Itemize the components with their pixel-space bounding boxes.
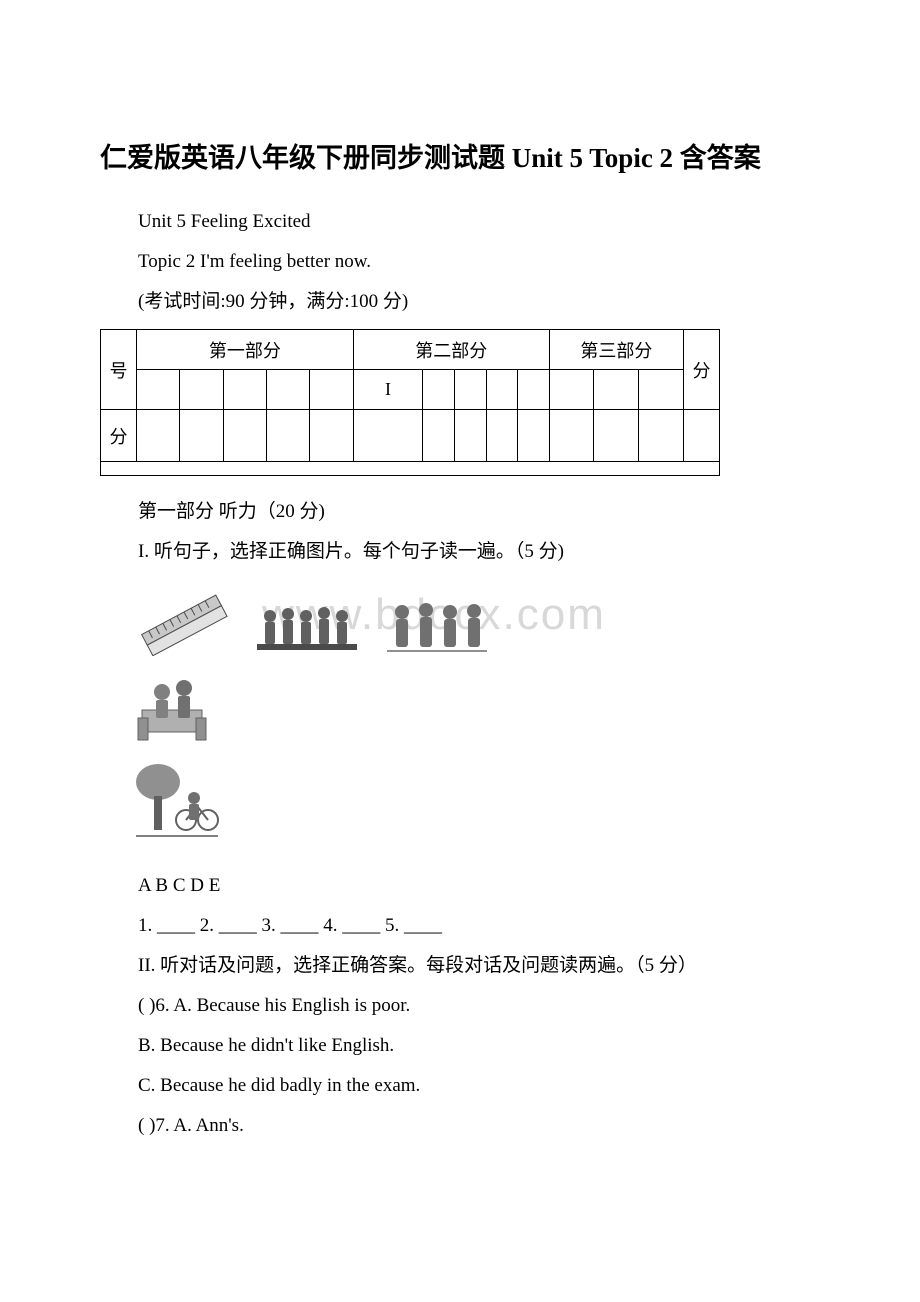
exam-info: (考试时间:90 分钟，满分:100 分) <box>100 282 820 322</box>
score-cell <box>684 410 720 462</box>
sub-cell <box>180 370 223 410</box>
people-group-icon <box>382 596 492 656</box>
sub-cell <box>267 370 310 410</box>
q6-a: ( )6. A. Because his English is poor. <box>100 986 820 1026</box>
sub-cell <box>223 370 266 410</box>
q6-c: C. Because he did badly in the exam. <box>100 1066 820 1106</box>
score-cell <box>353 410 423 462</box>
sub-cell <box>454 370 486 410</box>
col-p3: 第三部分 <box>549 330 683 370</box>
score-label: 分 <box>101 410 137 462</box>
tree-bike-icon <box>132 758 222 848</box>
q6-b: B. Because he didn't like English. <box>100 1026 820 1066</box>
score-cell <box>310 410 353 462</box>
score-cell <box>267 410 310 462</box>
sub-cell <box>594 370 639 410</box>
sub-cell <box>549 370 594 410</box>
page-title: 仁爱版英语八年级下册同步测试题 Unit 5 Topic 2 含答案 <box>100 140 820 178</box>
people-group-icon <box>252 596 362 656</box>
question-1: I. 听句子，选择正确图片。每个句子读一遍。（5 分) <box>100 532 820 572</box>
col-right: 分 <box>684 330 720 410</box>
sub-cell <box>486 370 518 410</box>
part1-title: 第一部分 听力（20 分) <box>100 492 820 532</box>
question-2: II. 听对话及问题，选择正确答案。每段对话及问题读两遍。（5 分） <box>100 946 820 986</box>
q7-a: ( )7. A. Ann's. <box>100 1106 820 1146</box>
unit-line: Unit 5 Feeling Excited <box>100 202 820 242</box>
sub-cell <box>518 370 550 410</box>
score-table-wrap: 号 第一部分 第二部分 第三部分 分 I 分 <box>100 329 820 476</box>
score-cell <box>594 410 639 462</box>
score-cell <box>180 410 223 462</box>
score-cell <box>454 410 486 462</box>
answer-blanks: 1. ____ 2. ____ 3. ____ 4. ____ 5. ____ <box>100 906 820 946</box>
ruler-icon <box>132 586 232 656</box>
score-cell <box>423 410 455 462</box>
score-cell <box>137 410 180 462</box>
sub-cell-i: I <box>353 370 423 410</box>
score-cell <box>639 410 684 462</box>
sub-cell <box>639 370 684 410</box>
col-left: 号 <box>101 330 137 410</box>
score-cell <box>549 410 594 462</box>
sub-cell <box>310 370 353 410</box>
sub-cell <box>137 370 180 410</box>
col-p2: 第二部分 <box>353 330 549 370</box>
image-row-1: www.bdocx.com <box>132 586 820 656</box>
topic-line: Topic 2 I'm feeling better now. <box>100 242 820 282</box>
score-cell <box>518 410 550 462</box>
sofa-scene-icon <box>132 662 222 752</box>
score-table: 号 第一部分 第二部分 第三部分 分 I 分 <box>100 329 720 476</box>
col-p1: 第一部分 <box>137 330 354 370</box>
score-cell <box>486 410 518 462</box>
table-footer <box>101 462 720 476</box>
sub-cell <box>423 370 455 410</box>
answer-labels: A B C D E <box>100 866 820 906</box>
score-cell <box>223 410 266 462</box>
